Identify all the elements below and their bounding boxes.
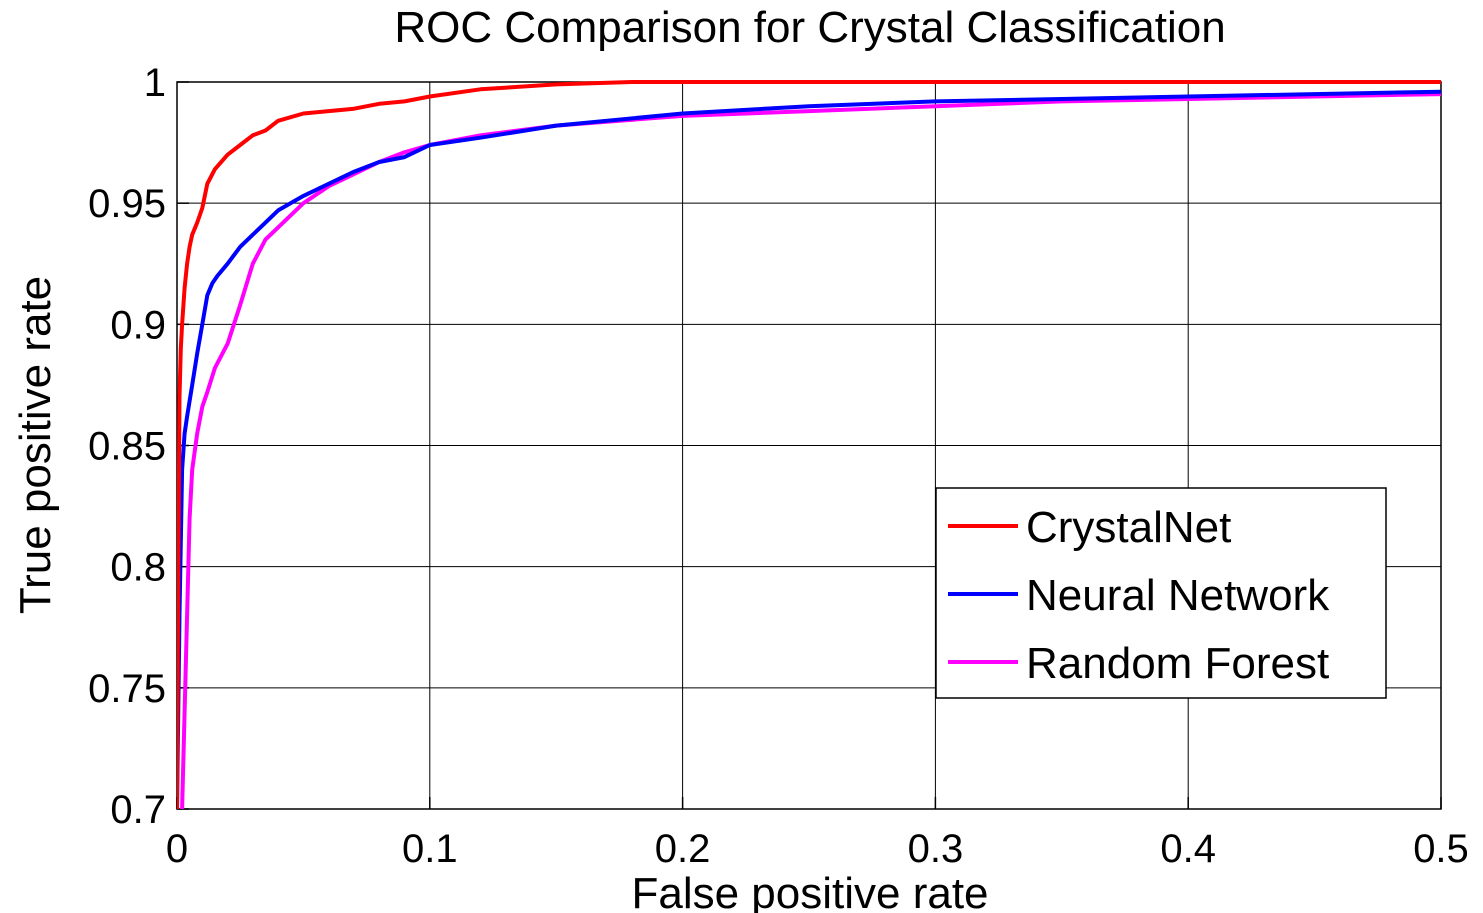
- chart-title: ROC Comparison for Crystal Classificatio…: [394, 3, 1225, 52]
- series-line-neural-network: [177, 89, 1442, 809]
- legend: CrystalNet Neural Network Random Forest: [935, 487, 1387, 699]
- y-axis-ticks: 0.7 0.75 0.8 0.85 0.9 0.95 1: [88, 61, 189, 832]
- x-axis-label: False positive rate: [631, 869, 988, 913]
- grid-lines: [177, 82, 1441, 809]
- legend-label-neural-network: Neural Network: [1026, 571, 1330, 620]
- y-tick-label: 0.75: [88, 667, 166, 711]
- x-tick-label: 0.4: [1160, 827, 1216, 871]
- x-tick-label: 0.1: [402, 827, 458, 871]
- x-tick-label: 0.2: [655, 827, 711, 871]
- x-axis-ticks: 0 0.1 0.2 0.3 0.4 0.5: [166, 797, 1469, 871]
- y-tick-label: 0.95: [88, 182, 166, 226]
- series-line-crystalnet: [177, 80, 1441, 809]
- x-tick-label: 0.5: [1413, 827, 1469, 871]
- y-tick-label: 1: [144, 61, 166, 105]
- y-tick-label: 0.85: [88, 425, 166, 469]
- series-line-random-forest: [180, 92, 1442, 809]
- x-tick-label: 0.3: [908, 827, 964, 871]
- y-axis-label: True positive rate: [11, 276, 60, 614]
- legend-label-crystalnet: CrystalNet: [1026, 503, 1231, 552]
- y-tick-label: 0.8: [110, 546, 166, 590]
- y-tick-label: 0.7: [110, 788, 166, 832]
- legend-label-random-forest: Random Forest: [1026, 639, 1329, 688]
- x-tick-label: 0: [166, 827, 188, 871]
- y-tick-label: 0.9: [110, 303, 166, 347]
- series-lines: [177, 80, 1442, 809]
